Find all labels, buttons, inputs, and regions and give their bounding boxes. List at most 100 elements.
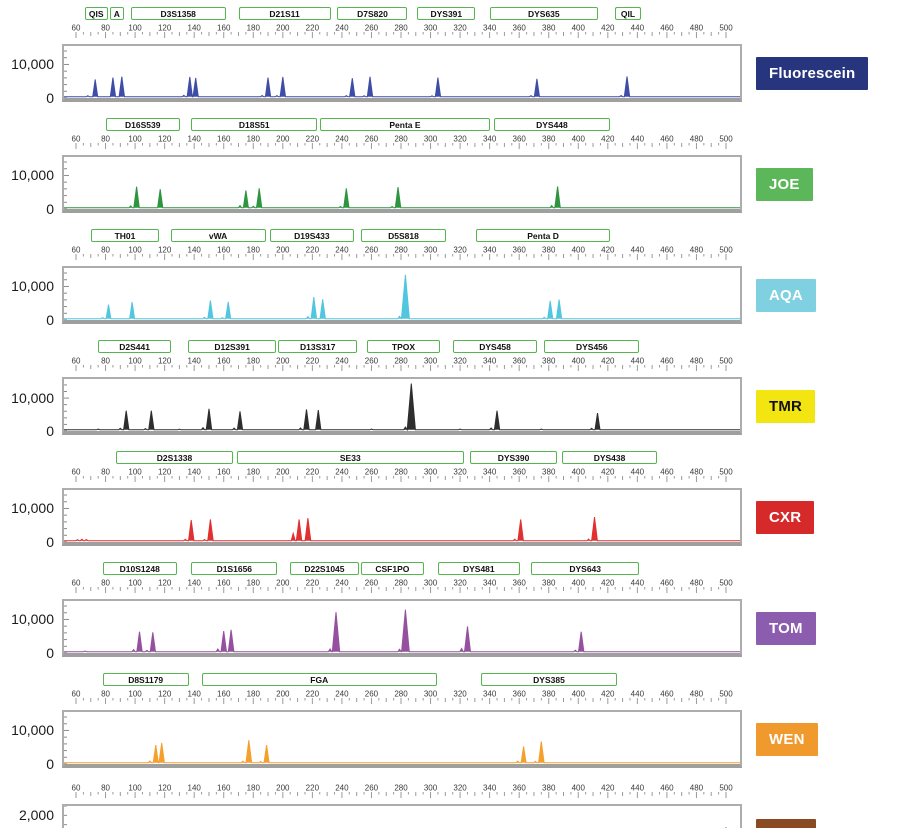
axis-tick-label: 380: [542, 579, 556, 588]
axis-tick-label: 80: [101, 690, 110, 699]
marker-row: D8S1179 FGA DYS385: [62, 672, 742, 689]
size-ruler-svg: 60 80 100 120 140 160 180 200 220 240 260 280 300 320…: [72, 468, 733, 482]
marker-row: D2S1338 SE33 DYS390 DYS438: [62, 450, 742, 467]
size-ruler: 60 80 100 120 140 160 180 200 220 240 260 280 300 320…: [62, 134, 900, 155]
marker-box-d18s51: D18S51: [191, 118, 318, 131]
marker-label: D7S820: [357, 8, 388, 19]
trace-tom: [64, 609, 740, 653]
axis-tick-label: 140: [188, 784, 202, 793]
marker-box-d12s391: D12S391: [188, 340, 276, 353]
marker-label: A: [113, 8, 120, 19]
marker-box-th01: TH01: [90, 229, 160, 242]
size-ruler: 60 80 100 120 140 160 180 200 220 240 260 280 300 320…: [62, 356, 900, 377]
axis-tick-label: 420: [601, 784, 615, 793]
axis-tick-label: 100: [128, 357, 142, 366]
axis-tick-label: 140: [188, 246, 202, 255]
marker-box-d7s820: D7S820: [337, 7, 408, 20]
trace-plot: [62, 377, 742, 435]
axis-tick-label: 160: [217, 468, 231, 477]
axis-tick-label: 420: [601, 357, 615, 366]
axis-tick-label: 460: [660, 468, 674, 477]
axis-tick-label: 260: [365, 468, 379, 477]
plot-row: 10,000 0 CXR: [0, 488, 900, 550]
axis-tick-label: 100: [128, 246, 142, 255]
axis-tick-label: 100: [128, 135, 142, 144]
y-axis-labels: 10,000 0: [0, 599, 62, 661]
axis-tick-label: 300: [424, 135, 438, 144]
marker-label: TPOX: [391, 341, 416, 352]
axis-tick-label: 480: [690, 468, 704, 477]
axis-tick-label: 420: [601, 24, 615, 33]
axis-tick-label: 160: [217, 579, 231, 588]
trace-joe: [64, 186, 740, 209]
axis-tick-label: 300: [424, 579, 438, 588]
trace-aqa: [64, 274, 740, 320]
plot-row: 10,000 0 JOE: [0, 155, 900, 217]
axis-tick-label: 420: [601, 468, 615, 477]
axis-tick-label: 340: [483, 579, 497, 588]
axis-tick-label: 340: [483, 246, 497, 255]
axis-tick-label: 300: [424, 24, 438, 33]
axis-tick-label: 200: [276, 135, 290, 144]
plot-row: 10,000 0 Fluorescein: [0, 44, 900, 106]
axis-tick-label: 500: [719, 690, 733, 699]
axis-tick-label: 480: [690, 24, 704, 33]
marker-box-penta-e: Penta E: [319, 118, 491, 131]
axis-tick-label: 440: [631, 135, 645, 144]
size-ruler: 60 80 100 120 140 160 180 200 220 240 260 280 300 320…: [62, 467, 900, 488]
axis-tick-label: 320: [453, 357, 467, 366]
axis-tick-label: 280: [394, 357, 408, 366]
axis-tick-label: 280: [394, 24, 408, 33]
axis-tick-label: 240: [335, 135, 349, 144]
axis-tick-label: 140: [188, 468, 202, 477]
axis-tick-label: 220: [306, 246, 320, 255]
marker-box-d10s1248: D10S1248: [102, 562, 177, 575]
marker-label: vWA: [208, 230, 228, 241]
trace-plot-svg: [64, 806, 727, 828]
plot-row: 10,000 0 TOM: [0, 599, 900, 661]
axis-tick-label: 220: [306, 690, 320, 699]
marker-label: CSF1PO: [375, 563, 410, 574]
dye-label-tom: TOM: [756, 611, 816, 645]
marker-label: D5S818: [388, 230, 419, 241]
axis-tick-label: 300: [424, 784, 438, 793]
marker-box-dys481: DYS481: [437, 562, 520, 575]
axis-tick-label: 220: [306, 24, 320, 33]
axis-tick-label: 400: [572, 468, 586, 477]
axis-tick-label: 160: [217, 784, 231, 793]
axis-tick-label: 200: [276, 246, 290, 255]
marker-box-se33: SE33: [237, 451, 464, 464]
axis-tick-label: 120: [158, 690, 172, 699]
axis-tick-label: 320: [453, 690, 467, 699]
axis-tick-label: 180: [247, 135, 261, 144]
axis-tick-label: 300: [424, 468, 438, 477]
axis-tick-label: 280: [394, 246, 408, 255]
size-ruler: 60 80 100 120 140 160 180 200 220 240 260 280 300 320…: [62, 783, 900, 804]
axis-tick-label: 260: [365, 784, 379, 793]
axis-tick-label: 500: [719, 246, 733, 255]
axis-tick-label: 160: [217, 246, 231, 255]
axis-tick-label: 480: [690, 579, 704, 588]
marker-box-qil: QIL: [615, 7, 641, 20]
marker-label: D22S1045: [304, 563, 345, 574]
axis-tick-label: 440: [631, 246, 645, 255]
axis-tick-label: 240: [335, 357, 349, 366]
axis-tick-label: 400: [572, 357, 586, 366]
marker-row: D10S1248 D1S1656 D22S1045 CSF1PO DYS481 DYS64…: [62, 561, 742, 578]
y-axis-labels: 10,000 0: [0, 155, 62, 217]
axis-tick-label: 400: [572, 135, 586, 144]
marker-box-csf1po: CSF1PO: [361, 562, 424, 575]
axis-tick-label: 180: [247, 784, 261, 793]
dye-panel-tom: D10S1248 D1S1656 D22S1045 CSF1PO DYS481 DYS64…: [0, 561, 900, 661]
axis-tick-label: 180: [247, 24, 261, 33]
marker-box-dys385: DYS385: [480, 673, 618, 686]
dye-panel-aqa: TH01 vWA D19S433 D5S818 Penta D 60 80 100 120 140…: [0, 228, 900, 328]
axis-tick-label: 100: [128, 468, 142, 477]
size-ruler-svg: 60 80 100 120 140 160 180 200 220 240 260 280 300 320…: [72, 135, 733, 149]
trace-plot: [62, 804, 742, 828]
trace-plot: [62, 155, 742, 213]
axis-tick-label: 440: [631, 24, 645, 33]
axis-tick-label: 200: [276, 24, 290, 33]
